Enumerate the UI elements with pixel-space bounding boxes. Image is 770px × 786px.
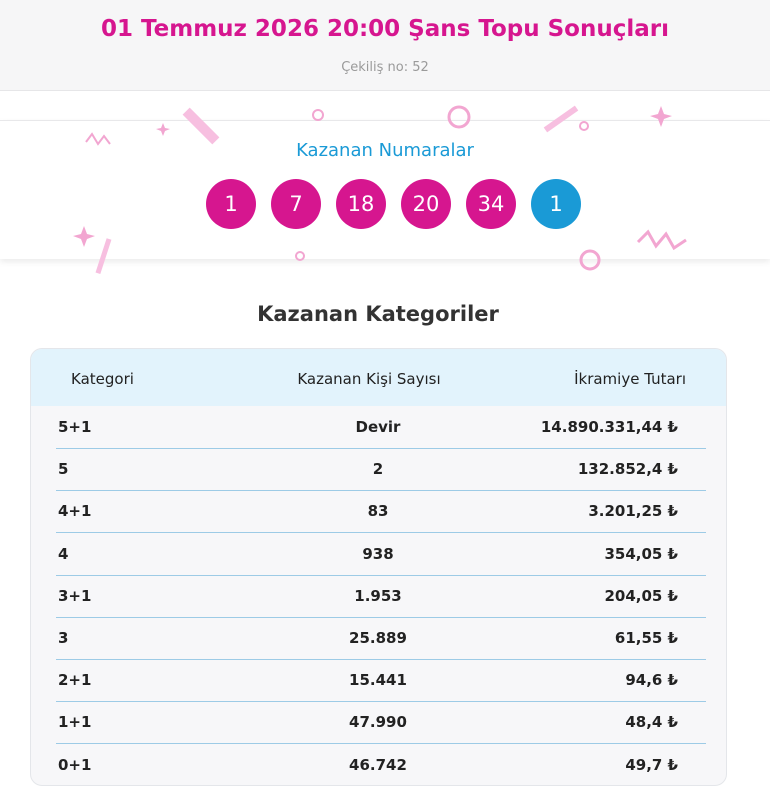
categories-table: Kategori Kazanan Kişi Sayısı İkramiye Tu… xyxy=(30,348,727,786)
category: 4+1 xyxy=(58,502,92,521)
winner-count: 15.441 xyxy=(349,671,407,690)
prize-amount: 61,55 ₺ xyxy=(614,629,678,647)
table-row: 3+1 1.953 204,05 ₺ xyxy=(56,575,706,617)
column-header: İkramiye Tutarı xyxy=(574,370,686,388)
number-ball: 1 xyxy=(206,179,256,229)
table-row: 3 25.889 61,55 ₺ xyxy=(56,617,706,659)
table-row: 4 938 354,05 ₺ xyxy=(56,533,706,575)
numbers-panel xyxy=(0,120,770,259)
winner-count: 83 xyxy=(367,502,389,521)
row-separator xyxy=(56,743,706,745)
table-header: Kategori Kazanan Kişi Sayısı İkramiye Tu… xyxy=(31,349,726,406)
table-row: 1+1 47.990 48,4 ₺ xyxy=(56,701,706,743)
confetti xyxy=(73,105,687,275)
number-ball: 34 xyxy=(466,179,516,229)
prize-amount: 14.890.331,44 ₺ xyxy=(540,418,678,436)
prize-amount: 204,05 ₺ xyxy=(604,586,678,605)
row-separator xyxy=(56,616,706,618)
table-row: 5+1 Devir 14.890.331,44 ₺ xyxy=(56,406,706,448)
table-row: 0+1 46.742 49,7 ₺ xyxy=(56,744,706,785)
category: 3 xyxy=(58,629,69,647)
winning-numbers-title: Kazanan Numaralar xyxy=(296,140,474,161)
page-title: 01 Temmuz 2026 20:00 Şans Topu Sonuçları xyxy=(100,16,669,42)
category: 3+1 xyxy=(58,586,92,605)
number-ball: 7 xyxy=(271,179,321,229)
category: 1+1 xyxy=(58,713,92,732)
prize-amount: 94,6 ₺ xyxy=(625,671,678,690)
row-separator xyxy=(56,659,706,660)
category: 5+1 xyxy=(58,418,92,436)
winner-count: 2 xyxy=(372,460,384,479)
row-separator xyxy=(56,490,706,492)
winner-count: 938 xyxy=(362,544,394,563)
winner-count: 1.953 xyxy=(354,586,402,605)
winner-count: 47.990 xyxy=(349,713,407,732)
prize-amount: 354,05 ₺ xyxy=(604,544,678,563)
row-separator xyxy=(56,574,706,576)
number-ball: 18 xyxy=(336,179,386,229)
category: 2+1 xyxy=(58,671,92,690)
bonus-ball: 1 xyxy=(531,179,581,229)
header: 01 Temmuz 2026 20:00 Şans Topu Sonuçları… xyxy=(0,0,770,91)
row-separator xyxy=(56,532,706,534)
column-header: Kazanan Kişi Sayısı xyxy=(297,370,441,388)
prize-amount: 3.201,25 ₺ xyxy=(588,502,678,521)
winner-count: 25.889 xyxy=(349,629,407,647)
prize-amount: 132.852,4 ₺ xyxy=(577,460,678,479)
category: 5 xyxy=(58,460,69,479)
table-row: 5 2 132.852,4 ₺ xyxy=(56,448,706,490)
winner-count: Devir xyxy=(355,418,401,436)
winner-count: 46.742 xyxy=(349,755,407,774)
draw-number: Çekiliş no: 52 xyxy=(341,60,429,75)
number-ball: 20 xyxy=(401,179,451,229)
prize-amount: 48,4 ₺ xyxy=(625,713,678,732)
row-separator xyxy=(56,701,706,703)
column-header: Kategori xyxy=(71,370,134,388)
table-row: 2+1 15.441 94,6 ₺ xyxy=(56,659,706,701)
category: 4 xyxy=(58,544,69,563)
categories-title: Kazanan Kategoriler xyxy=(257,302,499,326)
prize-amount: 49,7 ₺ xyxy=(625,755,678,774)
table-row: 4+1 83 3.201,25 ₺ xyxy=(56,490,706,532)
row-separator xyxy=(56,448,706,449)
category: 0+1 xyxy=(58,755,92,774)
